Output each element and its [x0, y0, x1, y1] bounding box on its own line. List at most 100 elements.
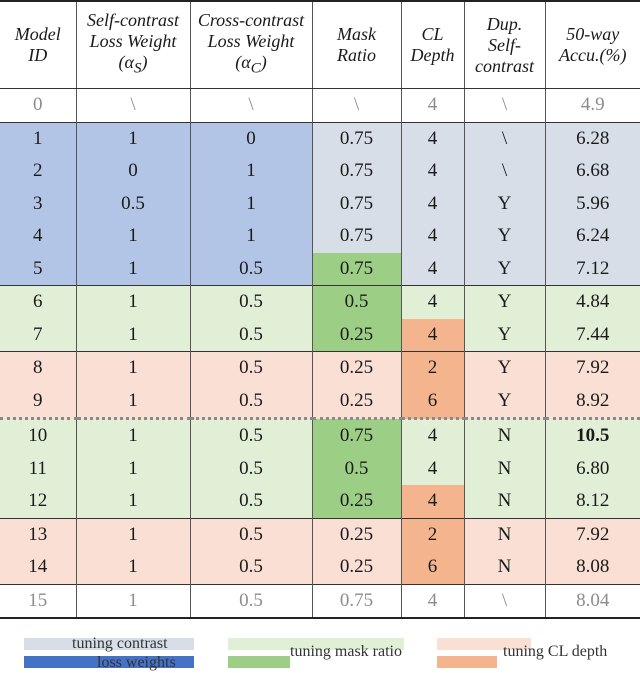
cell-mask-ratio: 0.75: [311, 583, 401, 619]
cell-model-id: 0: [33, 94, 43, 116]
header-dup-self-contrast: Dup. Self- contrast: [463, 0, 545, 89]
cell-dup-self: \: [463, 155, 545, 188]
cell-cl-depth: 4: [400, 220, 464, 253]
cell-accuracy: 8.08: [544, 551, 640, 584]
ablation-table: Model ID Self-contrast Loss Weight (αS) …: [0, 0, 640, 619]
cell-cl-depth: 4: [400, 285, 464, 319]
cell-cl-depth: 4: [400, 155, 464, 188]
cell-cross-weight: 0.5: [189, 517, 312, 551]
cell-self-weight: 1: [75, 485, 190, 518]
cell-dup-self: Y: [463, 318, 545, 352]
cell-model-id: 3: [0, 187, 76, 220]
cell-dup-self: \: [463, 88, 545, 122]
table-row: 13 1 0.5 0.25 2 N 7.92: [0, 517, 640, 551]
cell-model-id: 8: [0, 351, 76, 385]
table-row: 15 1 0.5 0.75 4 \ 8.04: [0, 583, 640, 619]
cell-accuracy: 8.12: [544, 485, 640, 518]
cell-mask-ratio: 0.25: [311, 517, 401, 551]
legend-swatch-mask-light: [228, 638, 404, 650]
cell-model-id: 2: [0, 155, 76, 188]
table-row: 5 1 0.5 0.75 4 Y 7.12: [0, 252, 640, 286]
cell-self-weight: 1: [75, 318, 190, 352]
cell-mask-ratio: 0.75: [311, 220, 401, 253]
cell-cl-depth: 4: [400, 88, 464, 122]
cell-cross-weight: 0.5: [189, 485, 312, 518]
cell-accuracy: 8.04: [544, 583, 640, 619]
cell-accuracy: 7.12: [544, 252, 640, 286]
cell-cross-weight: \: [189, 88, 312, 122]
cell-cross-weight: 0.5: [189, 551, 312, 584]
cell-self-weight: 1: [75, 517, 190, 551]
table-row: 9 1 0.5 0.25 6 Y 8.92: [0, 384, 640, 419]
cell-model-id: 13: [0, 517, 76, 551]
cell-mask-ratio: 0.75: [311, 417, 401, 453]
cell-cl-depth: 4: [400, 318, 464, 352]
cell-accuracy: 7.44: [544, 318, 640, 352]
cell-mask-ratio: 0.5: [311, 285, 401, 319]
legend-label-contrast-1: tuning contrast: [72, 635, 168, 652]
cell-model-id: 15: [0, 583, 76, 619]
cell-accuracy: 10.5: [544, 417, 640, 453]
legend-label-depth: tuning CL depth: [503, 643, 608, 660]
cell-cl-depth: 6: [400, 551, 464, 584]
cell-cl-depth: 4: [400, 252, 464, 286]
cell-self-weight: 0.5: [75, 187, 190, 220]
legend-label-contrast-2: loss weights: [97, 654, 176, 671]
header-cross-contrast-weight: Cross-contrast Loss Weight (αC): [189, 0, 312, 89]
cell-model-id: 9: [0, 384, 76, 419]
cell-accuracy: 4.9: [544, 88, 640, 122]
cell-accuracy: 6.80: [544, 452, 640, 485]
legend: tuning contrast loss weights tuning mask…: [0, 626, 640, 673]
cell-accuracy: 6.24: [544, 220, 640, 253]
cell-self-weight: 1: [75, 384, 190, 419]
cell-dup-self: N: [463, 417, 545, 453]
cell-self-weight: 1: [75, 220, 190, 253]
cell-self-weight: 0: [75, 155, 190, 188]
cell-cl-depth: 2: [400, 517, 464, 551]
table-row: 11 1 0.5 0.5 4 N 6.80: [0, 452, 640, 485]
table-row: 6 1 0.5 0.5 4 Y 4.84: [0, 285, 640, 319]
legend-swatch-contrast-light: [24, 638, 194, 650]
cell-model-id: 5: [0, 252, 76, 286]
header-mask-ratio: Mask Ratio: [311, 0, 401, 89]
cell-self-weight: 1: [75, 417, 190, 453]
cell-accuracy: 6.28: [544, 121, 640, 155]
cell-cl-depth: 4: [400, 583, 464, 619]
cell-cl-depth: 2: [400, 351, 464, 385]
cell-mask-ratio: 0.25: [311, 551, 401, 584]
cell-cl-depth: 4: [400, 417, 464, 453]
cell-model-id: 1: [0, 121, 76, 155]
table-row: 10 1 0.5 0.75 4 N 10.5: [0, 417, 640, 453]
table-row: 0 \ \ \ 4 \ 4.9: [0, 88, 640, 122]
legend-label-mask: tuning mask ratio: [290, 643, 402, 660]
cell-accuracy: 7.92: [544, 517, 640, 551]
cell-cross-weight: 1: [189, 187, 312, 220]
cell-dup-self: N: [463, 517, 545, 551]
cell-mask-ratio: 0.25: [311, 318, 401, 352]
cell-cross-weight: 0.5: [189, 351, 312, 385]
cell-mask-ratio: \: [311, 88, 401, 122]
cell-model-id: 6: [0, 285, 76, 319]
cell-cl-depth: 4: [400, 452, 464, 485]
cell-dup-self: Y: [463, 285, 545, 319]
cell-self-weight: 1: [75, 351, 190, 385]
table-row: 2 0 1 0.75 4 \ 6.68: [0, 155, 640, 188]
cell-self-weight: 1: [75, 252, 190, 286]
cell-dup-self: Y: [463, 187, 545, 220]
cell-model-id: 11: [0, 452, 76, 485]
cell-dup-self: Y: [463, 252, 545, 286]
cell-mask-ratio: 0.5: [311, 452, 401, 485]
cell-cl-depth: 4: [400, 485, 464, 518]
cell-dup-self: N: [463, 551, 545, 584]
legend-swatch-contrast-dark: [24, 656, 194, 668]
header-cl-depth: CL Depth: [400, 0, 464, 89]
cell-dup-self: Y: [463, 351, 545, 385]
cell-dup-self: Y: [463, 220, 545, 253]
cell-dup-self: \: [463, 583, 545, 619]
cell-cross-weight: 0.5: [189, 285, 312, 319]
cell-model-id: 14: [0, 551, 76, 584]
cell-mask-ratio: 0.75: [311, 187, 401, 220]
table-row: 7 1 0.5 0.25 4 Y 7.44: [0, 318, 640, 352]
cell-model-id: 7: [0, 318, 76, 352]
table-row: 3 0.5 1 0.75 4 Y 5.96: [0, 187, 640, 220]
